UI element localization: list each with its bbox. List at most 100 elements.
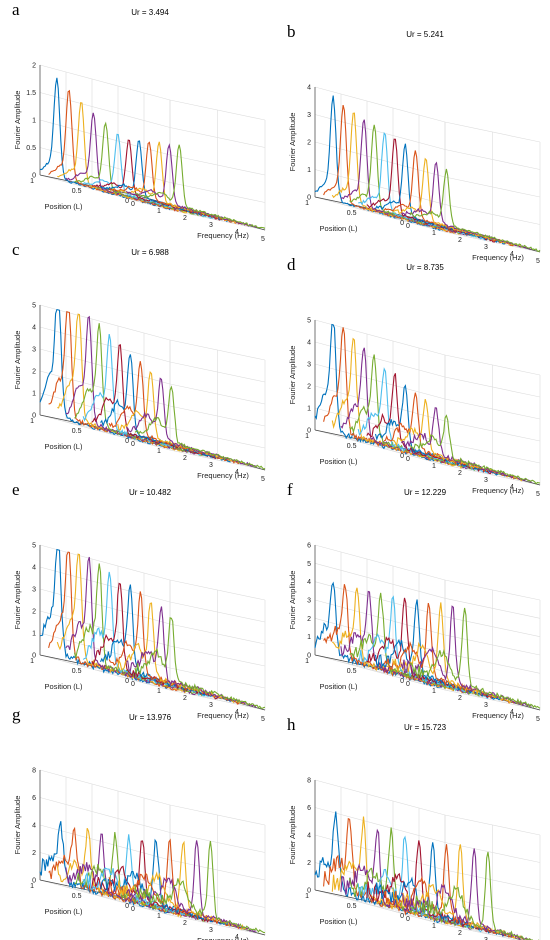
series-line xyxy=(315,96,445,231)
z-axis-label: Fourier Amplitude xyxy=(13,331,22,390)
z-tick-label: 3 xyxy=(307,362,311,369)
x-tick-label: 1 xyxy=(432,463,436,470)
y-tick-label: 0 xyxy=(125,198,129,205)
series-line xyxy=(49,312,179,450)
z-tick-label: 6 xyxy=(307,543,311,550)
z-tick-label: 1 xyxy=(32,631,36,638)
z-tick-label: 2 xyxy=(32,850,36,857)
x-tick-label: 1 xyxy=(157,688,161,695)
z-axis-label: Fourier Amplitude xyxy=(13,571,22,630)
x-tick-label: 1 xyxy=(432,923,436,930)
y-tick-label: 0 xyxy=(400,678,404,685)
x-tick-label: 2 xyxy=(458,695,462,702)
z-tick-label: 2 xyxy=(32,369,36,376)
y-axis-label: Position (L) xyxy=(45,202,83,211)
z-tick-label: 5 xyxy=(307,561,311,568)
z-tick-label: 3 xyxy=(307,598,311,605)
x-tick-label: 0 xyxy=(131,681,135,688)
series-line xyxy=(57,103,187,213)
z-tick-label: 1 xyxy=(307,167,311,174)
x-tick-label: 3 xyxy=(209,222,213,229)
y-tick-label: 1 xyxy=(30,883,34,890)
z-tick-label: 2 xyxy=(307,860,311,867)
z-tick-label: 1 xyxy=(32,118,36,125)
x-tick-label: 2 xyxy=(458,930,462,937)
x-tick-label: 0 xyxy=(406,456,410,463)
y-axis-label: Position (L) xyxy=(45,442,83,451)
x-axis-label: Frequency (Hz) xyxy=(197,231,249,240)
y-axis-label: Position (L) xyxy=(320,917,358,926)
z-tick-label: 5 xyxy=(32,303,36,310)
z-tick-label: 6 xyxy=(307,805,311,812)
y-tick-label: 1 xyxy=(30,418,34,425)
x-tick-label: 0 xyxy=(131,906,135,913)
y-tick-label: 1 xyxy=(30,178,34,185)
z-axis-label: Fourier Amplitude xyxy=(13,91,22,150)
y-axis-label: Position (L) xyxy=(45,907,83,916)
z-tick-label: 8 xyxy=(32,768,36,775)
x-tick-label: 1 xyxy=(157,208,161,215)
z-axis-label: Fourier Amplitude xyxy=(288,113,297,172)
y-tick-label: 0.5 xyxy=(72,428,82,435)
y-tick-label: 0.5 xyxy=(347,668,357,675)
z-tick-label: 6 xyxy=(32,795,36,802)
y-tick-label: 0 xyxy=(400,913,404,920)
x-tick-label: 3 xyxy=(484,244,488,251)
z-axis-label: Fourier Amplitude xyxy=(288,571,297,630)
z-tick-label: 4 xyxy=(32,565,36,572)
z-tick-label: 2 xyxy=(32,609,36,616)
x-tick-label: 0 xyxy=(406,223,410,230)
z-tick-label: 4 xyxy=(307,833,311,840)
x-tick-label: 2 xyxy=(458,470,462,477)
x-axis-label: Frequency (Hz) xyxy=(197,471,249,480)
x-tick-label: 1 xyxy=(432,230,436,237)
y-axis-label: Position (L) xyxy=(320,224,358,233)
x-tick-label: 2 xyxy=(183,920,187,927)
x-tick-label: 2 xyxy=(458,237,462,244)
x-tick-label: 3 xyxy=(209,462,213,469)
x-tick-label: 2 xyxy=(183,215,187,222)
z-tick-label: 2 xyxy=(307,616,311,623)
z-tick-label: 5 xyxy=(32,543,36,550)
y-tick-label: 0.5 xyxy=(72,668,82,675)
y-axis-label: Position (L) xyxy=(320,682,358,691)
x-tick-label: 2 xyxy=(183,695,187,702)
z-tick-label: 2 xyxy=(32,63,36,70)
y-tick-label: 0.5 xyxy=(347,903,357,910)
x-tick-label: 3 xyxy=(484,702,488,709)
z-tick-label: 1 xyxy=(307,406,311,413)
z-tick-label: 4 xyxy=(32,823,36,830)
y-tick-label: 0 xyxy=(125,438,129,445)
z-tick-label: 0.5 xyxy=(26,145,36,152)
y-tick-label: 0.5 xyxy=(347,210,357,217)
z-tick-label: 1.5 xyxy=(26,90,36,97)
y-tick-label: 1 xyxy=(305,433,309,440)
z-tick-label: 3 xyxy=(32,347,36,354)
y-tick-label: 1 xyxy=(305,200,309,207)
z-tick-label: 4 xyxy=(32,325,36,332)
y-tick-label: 0 xyxy=(125,903,129,910)
z-tick-label: 2 xyxy=(307,384,311,391)
y-tick-label: 0 xyxy=(400,220,404,227)
y-tick-label: 0 xyxy=(400,453,404,460)
z-tick-label: 3 xyxy=(307,112,311,119)
x-tick-label: 0 xyxy=(406,916,410,923)
z-axis-label: Fourier Amplitude xyxy=(13,796,22,855)
z-tick-label: 8 xyxy=(307,778,311,785)
y-tick-label: 1 xyxy=(305,658,309,665)
series-line xyxy=(410,169,540,251)
